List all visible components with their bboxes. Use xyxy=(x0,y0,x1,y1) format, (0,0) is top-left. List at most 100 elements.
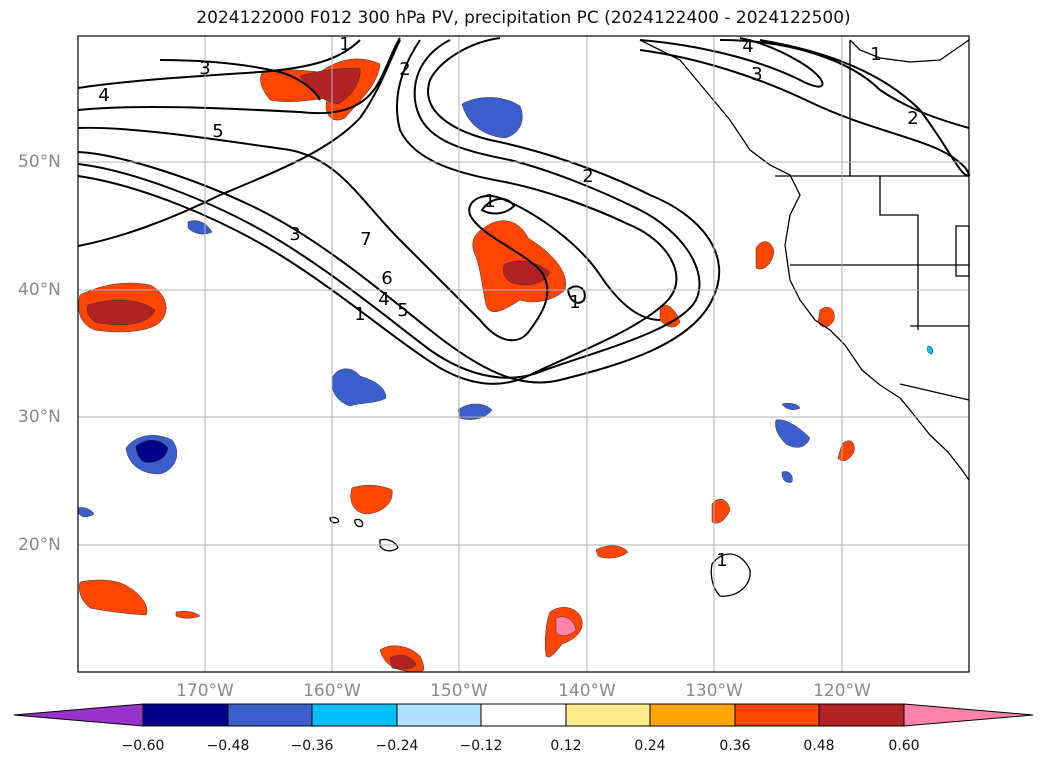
lat-tick-label: 50°N xyxy=(18,152,61,172)
colorbar-tick-label: −0.36 xyxy=(290,738,334,754)
colorbar-tick-label: 0.24 xyxy=(634,738,666,754)
pv-contour xyxy=(639,37,824,88)
precip-area xyxy=(331,368,387,407)
coastline xyxy=(849,39,970,63)
colorbar-swatch xyxy=(480,703,567,727)
map-frame xyxy=(78,36,969,672)
pv-labels: 1 2 3 4 5 6 7 1 2 3 4 5 1 1 1 1 2 3 4 xyxy=(98,34,918,571)
map-border xyxy=(77,35,970,673)
pv-contour xyxy=(639,49,970,177)
colorbar-swatch xyxy=(734,703,820,727)
pv-contour xyxy=(77,37,721,384)
island xyxy=(354,518,364,528)
coastlines xyxy=(329,39,970,597)
precip-negative xyxy=(77,97,934,517)
colorbar-tick-label: 0.60 xyxy=(888,738,920,754)
pv-label: 2 xyxy=(399,59,410,80)
colorbar-tick-label: −0.60 xyxy=(121,738,165,754)
colorbar-swatch xyxy=(311,703,398,727)
pv-label: 3 xyxy=(751,64,762,85)
precip-area xyxy=(461,97,523,139)
colorbar-tick-label: −0.48 xyxy=(206,738,250,754)
precip-area xyxy=(775,419,811,448)
pv-label: 1 xyxy=(484,191,495,212)
pv-contour xyxy=(77,39,361,89)
lon-tick-label: 120°W xyxy=(813,681,871,701)
precip-area xyxy=(175,610,201,619)
lon-tick-label: 130°W xyxy=(685,681,743,701)
precip-area xyxy=(79,579,148,616)
colorbar-tick-label: −0.24 xyxy=(375,738,419,754)
colorbar-extend-low xyxy=(13,703,144,727)
precip-positive xyxy=(78,58,855,673)
colorbar-swatch xyxy=(565,703,651,727)
pv-contours xyxy=(77,37,970,385)
pv-label: 2 xyxy=(582,166,593,187)
colorbar-extend-high xyxy=(903,703,1034,727)
lat-tick-label: 30°N xyxy=(18,407,61,427)
colorbar-swatch xyxy=(649,703,736,727)
pv-label: 2 xyxy=(907,108,918,129)
pv-contour xyxy=(77,39,678,385)
lat-tick-label: 20°N xyxy=(18,535,61,555)
pv-label: 1 xyxy=(716,550,727,571)
pv-contour xyxy=(77,37,401,115)
precip-area xyxy=(711,498,731,524)
pv-label: 3 xyxy=(199,58,210,79)
pv-label: 1 xyxy=(354,304,365,325)
island xyxy=(710,553,751,597)
precip-area xyxy=(555,616,577,636)
colorbar-tick-label: −0.12 xyxy=(459,738,503,754)
precip-area xyxy=(350,485,393,515)
island xyxy=(379,538,399,552)
colorbar-swatch xyxy=(396,703,482,727)
lon-tick-label: 170°W xyxy=(176,681,234,701)
border xyxy=(879,176,919,330)
pv-contour xyxy=(719,39,970,129)
precip-area xyxy=(389,654,417,670)
pv-contour xyxy=(159,59,321,101)
chart-title: 2024122000 F012 300 hPa PV, precipitatio… xyxy=(196,8,851,28)
precip-area xyxy=(781,402,801,410)
colorbar-tick-label: 0.48 xyxy=(803,738,835,754)
pv-contour xyxy=(480,198,516,215)
precip-area xyxy=(817,307,835,328)
pv-label: 3 xyxy=(289,224,300,245)
lat-tick-label: 40°N xyxy=(18,280,61,300)
precip-area xyxy=(926,345,934,355)
pv-label: 4 xyxy=(742,36,753,57)
pv-contour xyxy=(77,39,401,247)
colorbar-swatch xyxy=(818,703,905,727)
pv-contour xyxy=(759,39,970,177)
lon-tick-label: 150°W xyxy=(430,681,488,701)
lon-tick-label: 140°W xyxy=(558,681,616,701)
pv-label: 1 xyxy=(339,34,350,55)
pv-label: 4 xyxy=(378,289,389,310)
precip-area xyxy=(659,304,681,328)
pv-label: 7 xyxy=(360,229,371,250)
coastline xyxy=(639,39,970,481)
pv-contour xyxy=(77,126,661,342)
pv-label: 1 xyxy=(870,44,881,65)
pv-label: 1 xyxy=(569,292,580,313)
pv-label: 5 xyxy=(397,300,408,321)
pv-label: 6 xyxy=(381,268,392,289)
colorbar-tick-label: 0.36 xyxy=(719,738,751,754)
colorbar-tick-label: 0.12 xyxy=(550,738,582,754)
colorbar-swatch xyxy=(142,703,229,727)
pv-contour xyxy=(566,285,586,304)
precip-area xyxy=(135,440,169,463)
colorbar-swatch xyxy=(227,703,313,727)
precip-area xyxy=(87,300,156,326)
precip-area xyxy=(457,403,493,420)
precip-area xyxy=(781,471,793,483)
grid xyxy=(78,36,969,672)
precip-area xyxy=(77,507,95,517)
precip-area xyxy=(755,241,775,270)
border xyxy=(899,383,970,401)
pv-label: 5 xyxy=(212,121,223,142)
lon-tick-label: 160°W xyxy=(303,681,361,701)
pv-label: 4 xyxy=(98,85,109,106)
precip-area xyxy=(187,220,213,235)
